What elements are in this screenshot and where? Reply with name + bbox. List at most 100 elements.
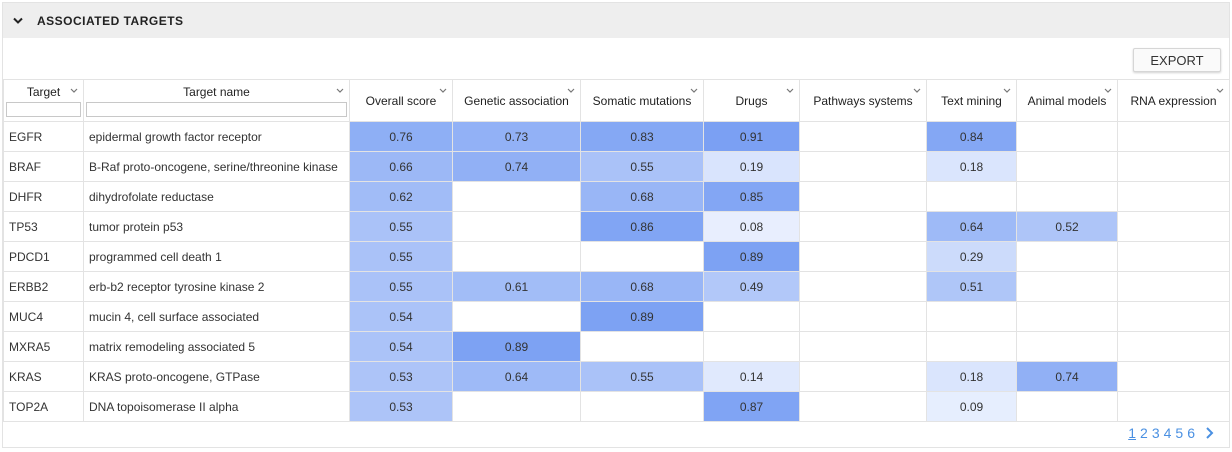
table-row[interactable]: EGFR epidermal growth factor receptor 0.76… (3, 121, 1230, 152)
score-cell[interactable]: 0.89 (452, 331, 581, 362)
page-link[interactable]: 6 (1187, 425, 1195, 441)
column-header[interactable]: Target (3, 79, 84, 122)
score-cell (926, 301, 1017, 332)
column-header[interactable]: RNA expression (1117, 79, 1230, 122)
table-row[interactable]: MUC4 mucin 4, cell surface associated 0.54… (3, 301, 1230, 332)
score-cell[interactable]: 0.55 (349, 241, 453, 272)
export-button[interactable]: EXPORT (1133, 48, 1221, 72)
score-cell (1117, 301, 1230, 332)
target-symbol-cell[interactable]: MUC4 (3, 301, 84, 332)
score-cell[interactable]: 0.85 (703, 181, 800, 212)
column-header[interactable]: Target name (83, 79, 350, 122)
score-cell[interactable]: 0.52 (1016, 211, 1118, 242)
score-cell[interactable]: 0.87 (703, 391, 800, 422)
chevron-down-icon[interactable] (70, 83, 78, 97)
score-cell[interactable]: 0.18 (926, 151, 1017, 182)
score-cell[interactable]: 0.74 (452, 151, 581, 182)
column-filter-input[interactable] (6, 102, 81, 117)
score-cell[interactable]: 0.54 (349, 331, 453, 362)
target-symbol-cell[interactable]: PDCD1 (3, 241, 84, 272)
score-cell (580, 391, 704, 422)
chevron-down-icon[interactable] (786, 83, 794, 97)
column-header[interactable]: Genetic association (452, 79, 581, 122)
target-name-cell: B-Raf proto-oncogene, serine/threonine k… (83, 151, 350, 182)
score-cell[interactable]: 0.83 (580, 121, 704, 152)
score-cell[interactable]: 0.61 (452, 271, 581, 302)
score-cell[interactable]: 0.64 (926, 211, 1017, 242)
score-cell[interactable]: 0.18 (926, 361, 1017, 392)
panel-header[interactable]: ASSOCIATED TARGETS (3, 3, 1229, 38)
target-symbol-cell[interactable]: BRAF (3, 151, 84, 182)
chevron-down-icon[interactable] (336, 83, 344, 97)
chevron-down-icon[interactable] (567, 83, 575, 97)
score-cell[interactable]: 0.64 (452, 361, 581, 392)
column-header[interactable]: Pathways systems (799, 79, 927, 122)
chevron-down-icon[interactable] (11, 14, 25, 28)
score-cell[interactable]: 0.55 (580, 151, 704, 182)
score-cell[interactable]: 0.53 (349, 361, 453, 392)
target-symbol-cell[interactable]: DHFR (3, 181, 84, 212)
score-cell[interactable]: 0.53 (349, 391, 453, 422)
target-symbol-cell[interactable]: TP53 (3, 211, 84, 242)
score-cell[interactable]: 0.84 (926, 121, 1017, 152)
score-cell[interactable]: 0.08 (703, 211, 800, 242)
score-cell[interactable]: 0.19 (703, 151, 800, 182)
chevron-down-icon[interactable] (439, 83, 447, 97)
column-header-label: Text mining (941, 93, 1002, 108)
chevron-right-icon[interactable] (1205, 427, 1215, 439)
table-row[interactable]: TOP2A DNA topoisomerase II alpha 0.53 0.87 0… (3, 391, 1230, 422)
score-cell[interactable]: 0.29 (926, 241, 1017, 272)
target-symbol-cell[interactable]: EGFR (3, 121, 84, 152)
column-header[interactable]: Overall score (349, 79, 453, 122)
chevron-down-icon[interactable] (1216, 83, 1224, 97)
table-row[interactable]: DHFR dihydrofolate reductase 0.62 0.68 0.85 (3, 181, 1230, 212)
score-cell[interactable]: 0.55 (349, 211, 453, 242)
score-cell[interactable]: 0.55 (580, 361, 704, 392)
score-cell[interactable]: 0.89 (703, 241, 800, 272)
table-row[interactable]: MXRA5 matrix remodeling associated 5 0.54 0… (3, 331, 1230, 362)
chevron-down-icon[interactable] (1104, 83, 1112, 97)
table-row[interactable]: TP53 tumor protein p53 0.55 0.86 0.08 0.64 0.5… (3, 211, 1230, 242)
column-header[interactable]: Somatic mutations (580, 79, 704, 122)
score-cell[interactable]: 0.51 (926, 271, 1017, 302)
score-cell[interactable]: 0.86 (580, 211, 704, 242)
score-cell[interactable]: 0.68 (580, 271, 704, 302)
table-row[interactable]: KRAS KRAS proto-oncogene, GTPase 0.53 0.64 0… (3, 361, 1230, 392)
target-symbol-cell[interactable]: ERBB2 (3, 271, 84, 302)
table-row[interactable]: ERBB2 erb-b2 receptor tyrosine kinase 2 0.… (3, 271, 1230, 302)
score-cell[interactable]: 0.91 (703, 121, 800, 152)
column-filter-input[interactable] (86, 102, 347, 117)
target-symbol-cell[interactable]: MXRA5 (3, 331, 84, 362)
page-link[interactable]: 4 (1163, 425, 1172, 441)
score-cell[interactable]: 0.14 (703, 361, 800, 392)
chevron-down-icon[interactable] (690, 83, 698, 97)
page-link[interactable]: 1 (1128, 425, 1137, 441)
chevron-down-icon[interactable] (1003, 83, 1011, 97)
column-header-label: Pathways systems (813, 93, 913, 108)
score-cell[interactable]: 0.54 (349, 301, 453, 332)
score-cell[interactable]: 0.66 (349, 151, 453, 182)
page-link[interactable]: 3 (1151, 425, 1160, 441)
score-cell[interactable]: 0.89 (580, 301, 704, 332)
page-link[interactable]: 5 (1175, 425, 1184, 441)
score-cell (799, 211, 927, 242)
score-cell (799, 391, 927, 422)
score-cell[interactable]: 0.55 (349, 271, 453, 302)
score-cell[interactable]: 0.49 (703, 271, 800, 302)
score-cell[interactable]: 0.73 (452, 121, 581, 152)
chevron-down-icon[interactable] (913, 83, 921, 97)
table-row[interactable]: PDCD1 programmed cell death 1 0.55 0.89 0.29 (3, 241, 1230, 272)
column-header[interactable]: Text mining (926, 79, 1017, 122)
column-header[interactable]: Animal models (1016, 79, 1118, 122)
score-cell[interactable]: 0.68 (580, 181, 704, 212)
table-row[interactable]: BRAF B-Raf proto-oncogene, serine/threoni… (3, 151, 1230, 182)
score-cell[interactable]: 0.09 (926, 391, 1017, 422)
score-cell (452, 301, 581, 332)
column-header[interactable]: Drugs (703, 79, 800, 122)
target-symbol-cell[interactable]: TOP2A (3, 391, 84, 422)
score-cell[interactable]: 0.76 (349, 121, 453, 152)
score-cell[interactable]: 0.62 (349, 181, 453, 212)
page-link[interactable]: 2 (1140, 425, 1148, 441)
score-cell[interactable]: 0.74 (1016, 361, 1118, 392)
target-symbol-cell[interactable]: KRAS (3, 361, 84, 392)
